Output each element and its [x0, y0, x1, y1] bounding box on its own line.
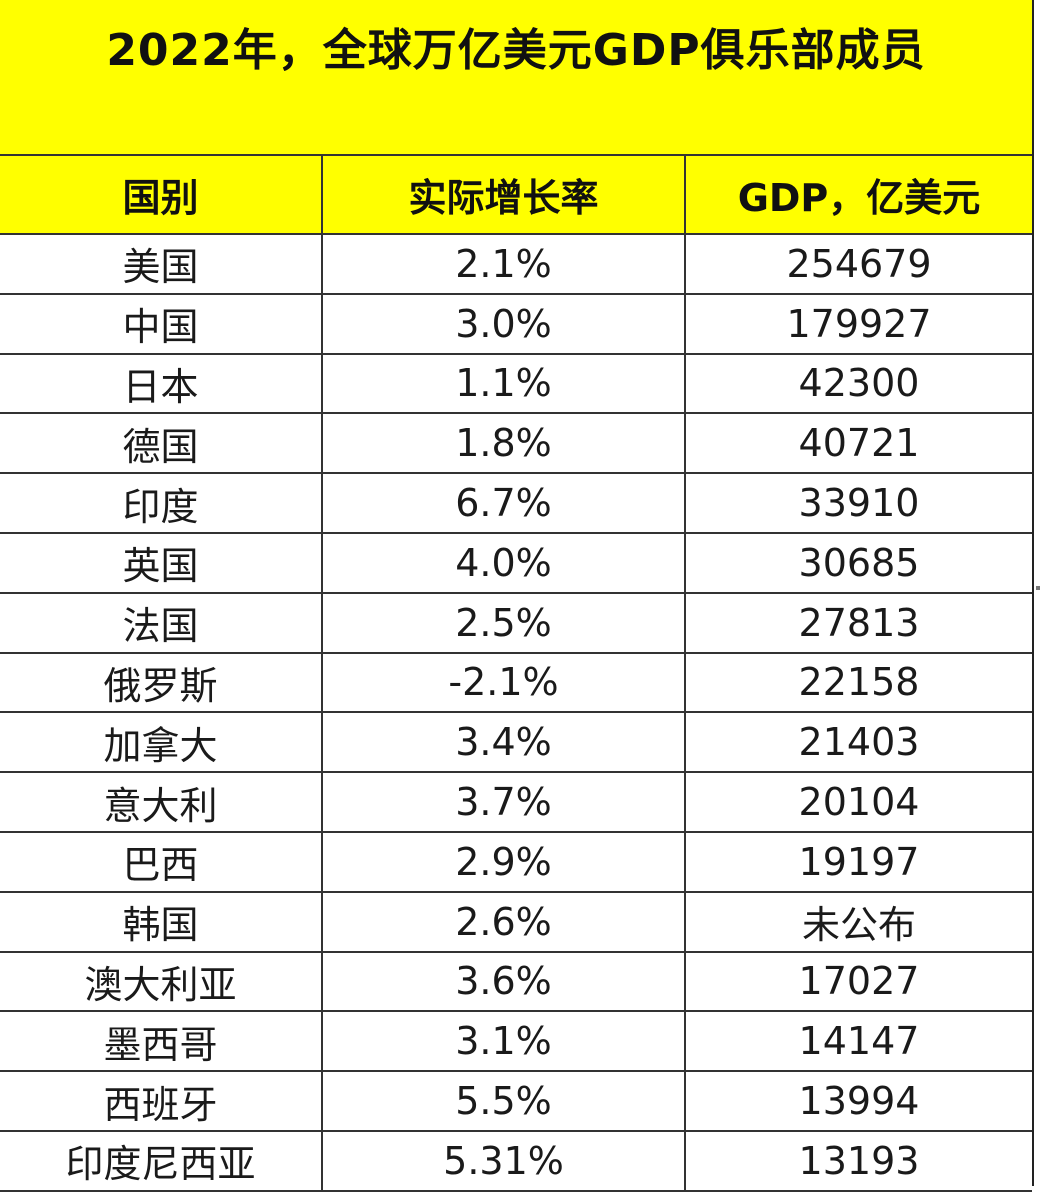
table-title: 2022年，全球万亿美元GDP俱乐部成员 [106, 25, 926, 76]
header-gdp: GDP，亿美元 [685, 156, 1032, 235]
cell-country[interactable]: 印度 [0, 473, 323, 534]
cell-growth[interactable]: 1.1% [322, 353, 686, 415]
cell-country[interactable]: 墨西哥 [0, 1011, 323, 1073]
cell-gdp[interactable]: 13994 [685, 1071, 1032, 1132]
cell-gdp[interactable]: 254679 [685, 234, 1032, 295]
cell-growth[interactable]: 4.0% [322, 532, 686, 594]
cell-country[interactable]: 韩国 [0, 891, 323, 953]
cell-country[interactable]: 俄罗斯 [0, 652, 323, 714]
cell-gdp[interactable]: 40721 [685, 413, 1032, 475]
gdp-table: 国别 实际增长率 GDP，亿美元 美国 2.1% 254679 中国 3.0% 17992… [0, 156, 1032, 1192]
cell-country[interactable]: 英国 [0, 532, 323, 594]
cell-gdp[interactable]: 21403 [685, 712, 1032, 774]
table-row: 巴西 2.9% 19197 [0, 831, 1032, 893]
cell-gdp[interactable]: 13193 [685, 1130, 1032, 1192]
cell-country[interactable]: 德国 [0, 413, 323, 475]
cell-country[interactable]: 日本 [0, 353, 323, 415]
table-body: 美国 2.1% 254679 中国 3.0% 179927 日本 1.1% 42300 德国 1.8… [0, 234, 1032, 1192]
cell-growth[interactable]: 5.5% [322, 1071, 686, 1132]
table-row: 印度 6.7% 33910 [0, 473, 1032, 534]
cell-country[interactable]: 中国 [0, 293, 323, 355]
cell-country[interactable]: 印度尼西亚 [0, 1130, 323, 1192]
cell-gdp[interactable]: 33910 [685, 473, 1032, 534]
table-row: 澳大利亚 3.6% 17027 [0, 951, 1032, 1013]
cell-growth[interactable]: 2.1% [322, 234, 686, 295]
cell-growth[interactable]: 3.1% [322, 1011, 686, 1073]
cell-growth[interactable]: 3.7% [322, 772, 686, 833]
cell-gdp[interactable]: 30685 [685, 532, 1032, 594]
cell-growth[interactable]: 3.4% [322, 712, 686, 774]
table-row: 韩国 2.6% 未公布 [0, 891, 1032, 953]
cell-country[interactable]: 加拿大 [0, 712, 323, 774]
cell-gdp[interactable]: 未公布 [685, 891, 1032, 953]
cell-gdp[interactable]: 14147 [685, 1011, 1032, 1073]
cell-country[interactable]: 巴西 [0, 831, 323, 893]
table-row: 意大利 3.7% 20104 [0, 772, 1032, 833]
header-growth: 实际增长率 [322, 156, 686, 235]
table-row: 中国 3.0% 179927 [0, 293, 1032, 355]
cell-growth[interactable]: 2.5% [322, 592, 686, 654]
cell-growth[interactable]: 6.7% [322, 473, 686, 534]
table-row: 印度尼西亚 5.31% 13193 [0, 1130, 1032, 1192]
table-row: 英国 4.0% 30685 [0, 532, 1032, 594]
cell-growth[interactable]: -2.1% [322, 652, 686, 714]
cell-country[interactable]: 意大利 [0, 772, 323, 833]
table-row: 美国 2.1% 254679 [0, 234, 1032, 295]
cell-growth[interactable]: 1.8% [322, 413, 686, 475]
cell-gdp[interactable]: 22158 [685, 652, 1032, 714]
cell-gdp[interactable]: 19197 [685, 831, 1032, 893]
table-row: 西班牙 5.5% 13994 [0, 1071, 1032, 1132]
table-row: 俄罗斯 -2.1% 22158 [0, 652, 1032, 714]
cell-growth[interactable]: 2.9% [322, 831, 686, 893]
cell-country[interactable]: 美国 [0, 234, 323, 295]
table-row: 墨西哥 3.1% 14147 [0, 1011, 1032, 1073]
cell-growth[interactable]: 3.6% [322, 951, 686, 1013]
cell-growth[interactable]: 2.6% [322, 891, 686, 953]
cell-gdp[interactable]: 27813 [685, 592, 1032, 654]
cell-gdp[interactable]: 17027 [685, 951, 1032, 1013]
table-row: 德国 1.8% 40721 [0, 413, 1032, 475]
header-country: 国别 [0, 156, 323, 235]
cell-gdp[interactable]: 179927 [685, 293, 1032, 355]
cell-country[interactable]: 法国 [0, 592, 323, 654]
cell-country[interactable]: 澳大利亚 [0, 951, 323, 1013]
cell-country[interactable]: 西班牙 [0, 1071, 323, 1132]
cell-gdp[interactable]: 42300 [685, 353, 1032, 415]
cell-growth[interactable]: 3.0% [322, 293, 686, 355]
table-row: 加拿大 3.4% 21403 [0, 712, 1032, 774]
selection-handle[interactable] [1036, 586, 1040, 590]
header-row: 国别 实际增长率 GDP，亿美元 [0, 156, 1032, 235]
table-row: 日本 1.1% 42300 [0, 353, 1032, 415]
table-row: 法国 2.5% 27813 [0, 592, 1032, 654]
cell-gdp[interactable]: 20104 [685, 772, 1032, 833]
title-band: 2022年，全球万亿美元GDP俱乐部成员 [0, 0, 1032, 156]
cell-growth[interactable]: 5.31% [322, 1130, 686, 1192]
